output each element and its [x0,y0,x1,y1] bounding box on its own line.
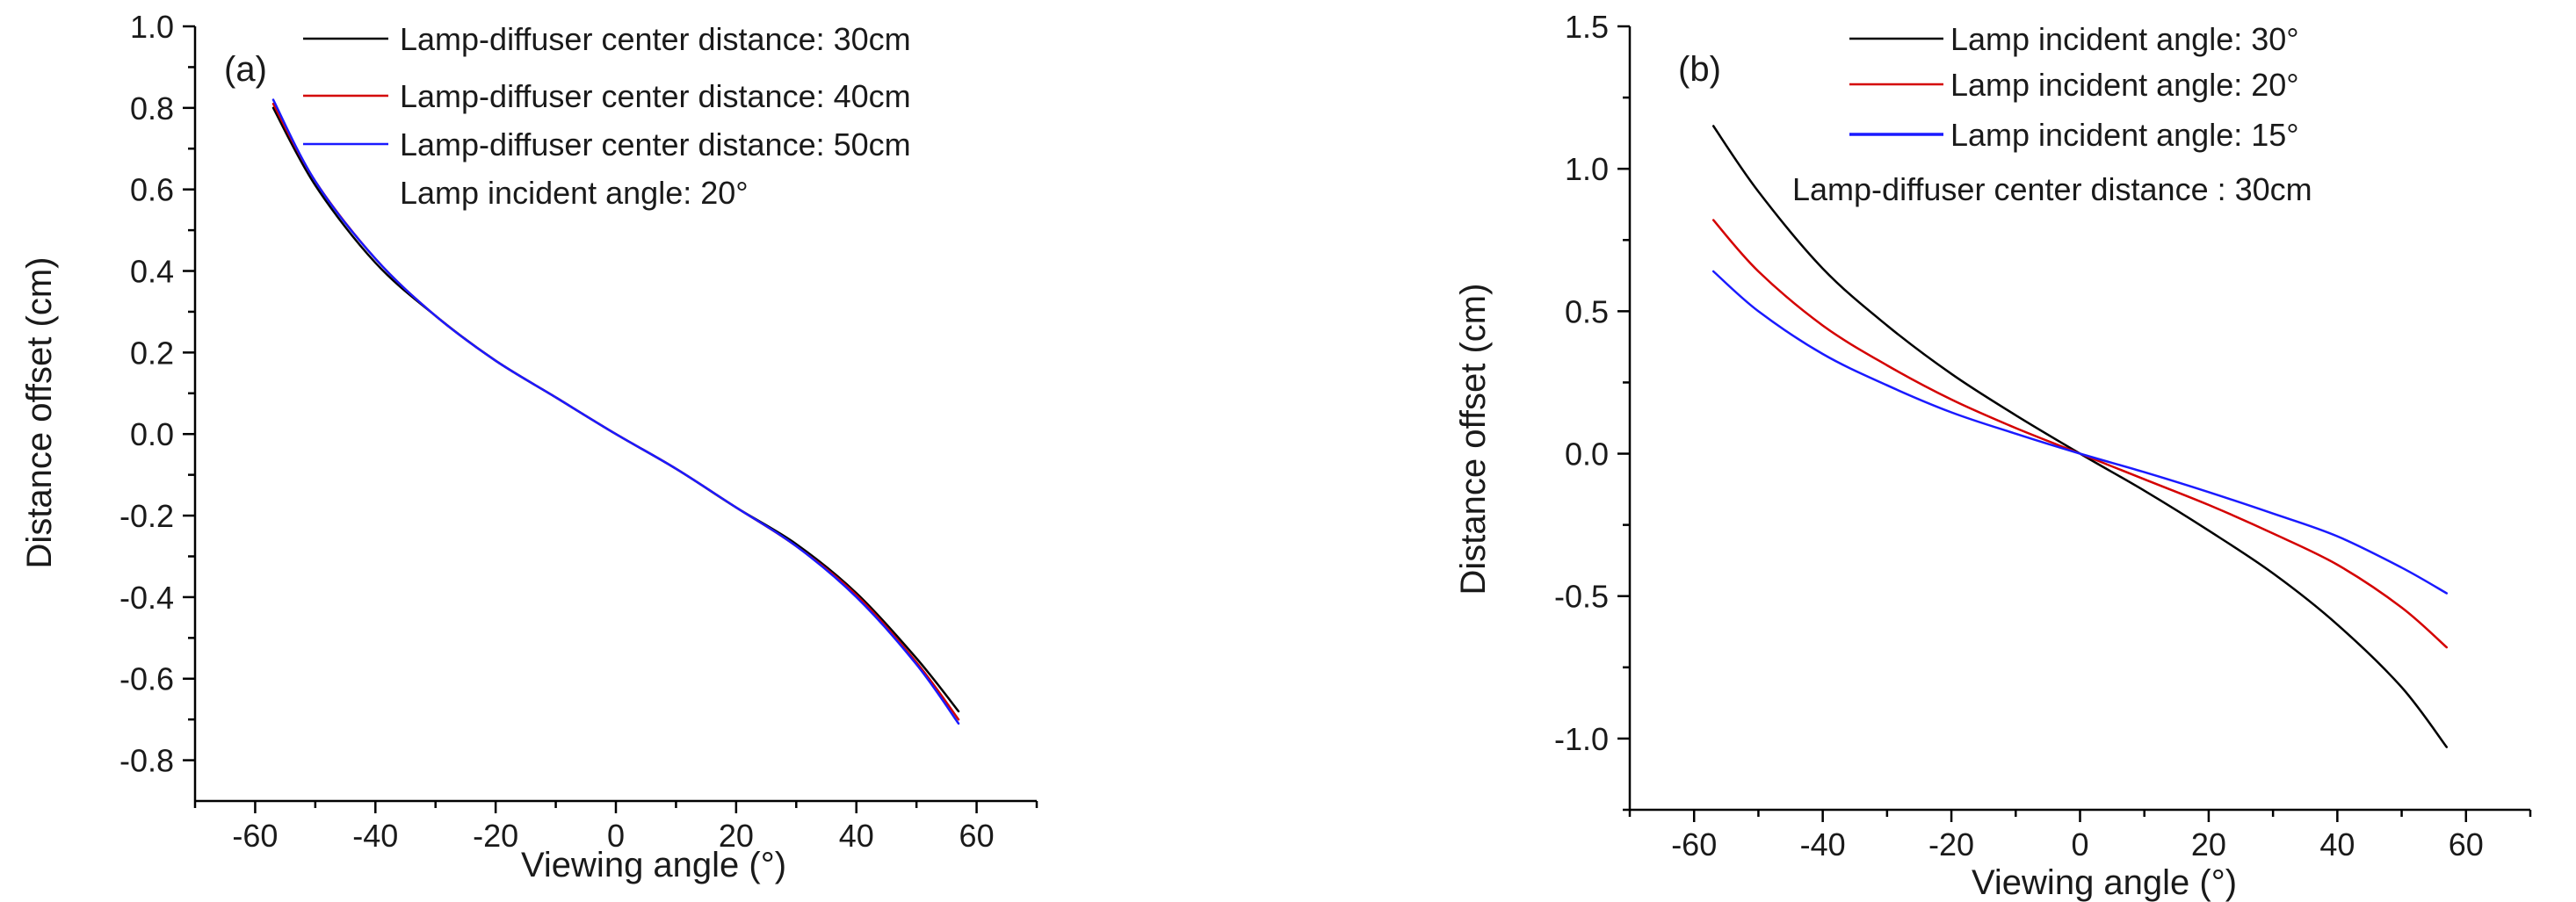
panel-a-x-tick-label: -40 [352,818,398,854]
panel-b-legend-label-0: Lamp incident angle: 30° [1950,21,2299,57]
panel-a-y-tick-label: -0.2 [119,498,174,534]
panel-a-y-tick-label: -0.6 [119,661,174,697]
panel-a-x-tick-label: 0 [607,818,625,854]
panel-a-series-line-2 [271,98,960,725]
panel-a-y-tick-label: 0.4 [130,254,174,290]
panel-a-y-tick-label: 0.2 [130,335,174,371]
panel-a-x-tick-label: 60 [959,818,995,854]
panel-b-x-tick-label: -20 [1928,826,1974,862]
panel-b-y-tick-label: 0.5 [1565,293,1609,329]
panel-a-x-tick-label: 20 [719,818,754,854]
panel-b-y-tick-label: 1.5 [1565,9,1609,45]
panel-a-legend-label-1: Lamp-diffuser center distance: 40cm [400,78,911,114]
panel-a-y-tick-label: 0.8 [130,90,174,126]
panel-b-legend-label-1: Lamp incident angle: 20° [1950,67,2299,103]
panel-a-label: (a) [224,50,267,89]
panel-a-y-tick-label: -0.8 [119,743,174,779]
panel-a-annotation: Lamp incident angle: 20° [400,175,749,211]
panel-a-legend-label-0: Lamp-diffuser center distance: 30cm [400,21,911,57]
panel-b-y-axis-title: Distance offset (cm) [1454,284,1493,595]
panel-a-x-tick-label: -20 [473,818,518,854]
panel-b-legend: Lamp incident angle: 30° Lamp incident a… [1849,21,2299,153]
panel-b-label: (b) [1678,50,1721,89]
panel-a-y-tick-label: 0.6 [130,172,174,208]
panel-a-legend-label-2: Lamp-diffuser center distance: 50cm [400,126,911,162]
panel-a-y-tick-label: -0.4 [119,580,174,616]
panel-b-y-tick-label: 1.0 [1565,151,1609,187]
panel-b-series-line-1 [1711,219,2449,649]
panel-b-y-tick-label: -1.0 [1554,721,1609,757]
panel-b-series-line-0 [1711,125,2449,748]
panel-a-y-axis-title: Distance offset (cm) [20,257,59,569]
panel-a-x-axis-title: Viewing angle (°) [521,846,786,884]
panel-b-series-line-2 [1711,270,2449,595]
panel-b-x-tick-label: -60 [1671,826,1717,862]
panel-b-annotation: Lamp-diffuser center distance : 30cm [1792,171,2312,207]
panel-b-x-tick-label: 0 [2071,826,2088,862]
panel-b-y-tick-label: 0.0 [1565,437,1609,473]
chart-panel-b: (b) Viewing angle (°) Distance offset (c… [1454,9,2532,902]
panel-b-x-tick-label: -40 [1800,826,1846,862]
panel-a-y-tick-label: 0.0 [130,416,174,452]
panel-a-x-tick-label: -60 [232,818,278,854]
panel-b-x-tick-label: 40 [2319,826,2355,862]
panel-b-x-axis-title: Viewing angle (°) [1972,863,2237,902]
panel-b-y-tick-label: -0.5 [1554,579,1609,615]
panel-a-x-tick-label: 40 [839,818,874,854]
chart-panel-a: (a) Viewing angle (°) Distance offset (c… [20,9,1038,884]
panel-b-legend-label-2: Lamp incident angle: 15° [1950,117,2299,153]
panel-b-x-tick-label: 60 [2449,826,2484,862]
panel-b-x-tick-label: 20 [2191,826,2226,862]
panel-a-y-tick-label: 1.0 [130,9,174,45]
panel-a-legend: Lamp-diffuser center distance: 30cm Lamp… [303,21,911,162]
